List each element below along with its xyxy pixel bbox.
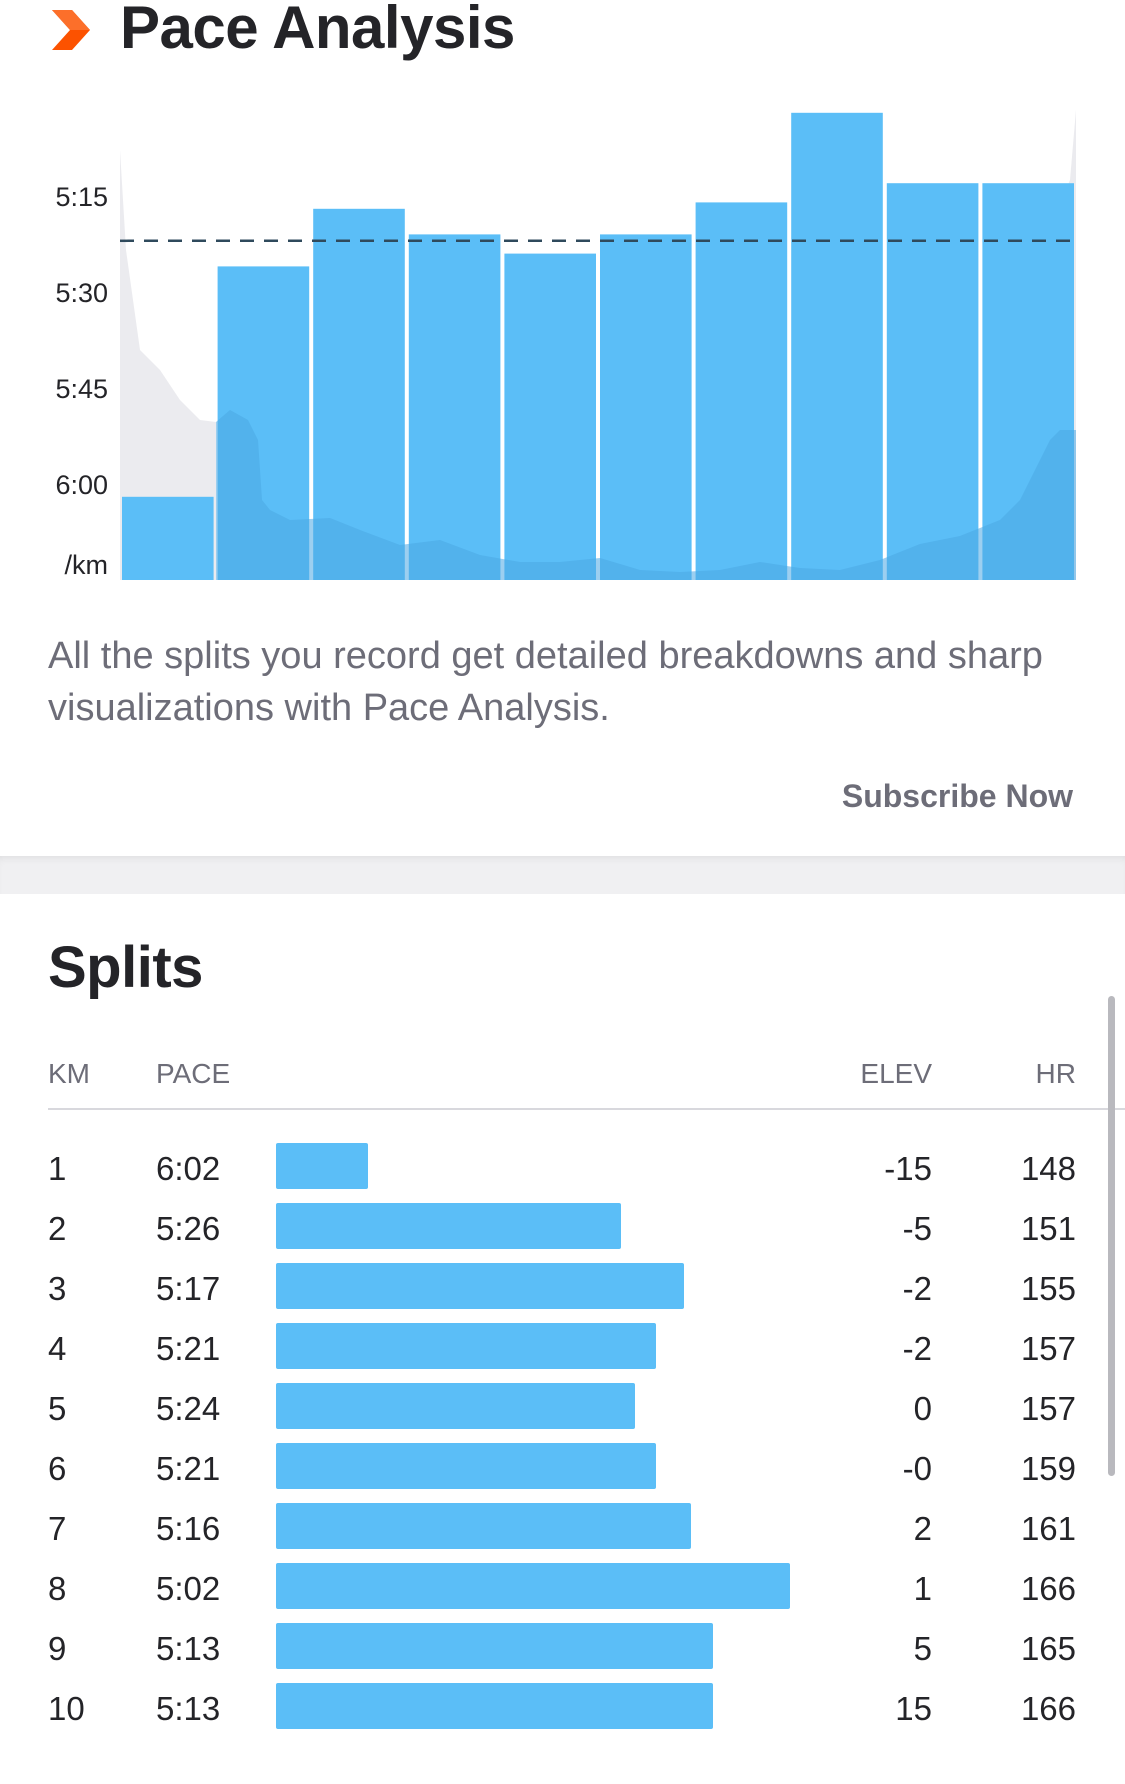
split-pace: 5:02 <box>156 1570 221 1607</box>
y-tick-label: 5:15 <box>55 182 108 212</box>
split-km: 5 <box>48 1390 67 1427</box>
split-km: 9 <box>48 1630 67 1667</box>
y-tick-label: 6:00 <box>55 470 108 500</box>
pace-bar-km-5 <box>504 253 596 580</box>
split-row: 8 5:02 1 166 <box>0 1560 1125 1620</box>
pace-bar-km-1 <box>122 496 214 580</box>
subscribe-now-link[interactable]: Subscribe Now <box>841 778 1073 814</box>
pace-bar-km-6 <box>600 234 692 580</box>
y-tick-label: /km <box>65 550 109 580</box>
split-hr: 165 <box>1020 1630 1076 1667</box>
y-axis-ticks: 5:15 5:30 5:45 6:00/km <box>55 182 108 580</box>
split-row: 7 5:16 2 161 <box>0 1500 1125 1560</box>
split-elev: 0 <box>913 1390 932 1427</box>
split-row: 1 6:02 -15 148 <box>0 1140 1125 1200</box>
column-header-hr: HR <box>1035 1058 1076 1089</box>
split-km: 4 <box>48 1330 67 1367</box>
split-row: 6 5:21 -0 159 <box>0 1440 1125 1500</box>
split-pace-bar <box>276 1143 368 1189</box>
split-pace: 5:21 <box>156 1330 221 1367</box>
split-pace-bar <box>276 1503 691 1549</box>
pace-bar-km-4 <box>408 234 501 580</box>
split-pace-bar <box>276 1383 635 1429</box>
pace-analysis-description: All the splits you record get detailed b… <box>48 635 1043 729</box>
split-elev: -5 <box>902 1210 932 1247</box>
split-elev: 2 <box>913 1510 932 1547</box>
scrollbar[interactable] <box>1108 996 1115 1476</box>
split-elev: -2 <box>902 1270 932 1307</box>
splits-table: 1 6:02 -15 148 2 5:26 -5 151 3 5:17 -2 155 4 5:21-… <box>0 1140 1125 1740</box>
split-row: 9 5:13 5 165 <box>0 1620 1125 1680</box>
split-pace: 5:24 <box>156 1390 221 1427</box>
split-km: 1 <box>48 1150 67 1187</box>
split-pace-bar <box>276 1263 684 1309</box>
split-row: 5 5:24 0 157 <box>0 1380 1125 1440</box>
split-pace: 5:13 <box>156 1630 221 1667</box>
split-row: 10 5:13 15 166 <box>0 1680 1125 1740</box>
pace-bars <box>122 112 1074 581</box>
split-pace: 5:17 <box>156 1270 221 1307</box>
section-separator <box>0 856 1125 894</box>
y-tick-label: 5:30 <box>55 278 108 308</box>
y-tick-label: 5:45 <box>55 374 108 404</box>
split-elev: 5 <box>913 1630 932 1667</box>
split-row: 2 5:26 -5 151 <box>0 1200 1125 1260</box>
split-row: 4 5:21 -2 157 <box>0 1320 1125 1380</box>
pace-analysis-title: Pace Analysis <box>120 0 515 61</box>
split-hr: 157 <box>1020 1390 1076 1427</box>
pace-bar-km-7 <box>695 202 788 580</box>
split-km: 8 <box>48 1570 67 1607</box>
split-hr: 157 <box>1020 1330 1076 1367</box>
column-header-elev: ELEV <box>860 1058 932 1089</box>
pace-analysis-card: Pace Analysis 5:15 5:30 5:45 6:00/km All th… <box>0 0 1125 856</box>
column-header-km: KM <box>48 1058 90 1089</box>
split-hr: 159 <box>1020 1450 1076 1487</box>
split-km: 10 <box>48 1690 85 1727</box>
header-divider <box>48 1108 1125 1110</box>
split-pace-bar <box>276 1443 656 1489</box>
split-pace-bar <box>276 1563 790 1609</box>
split-hr: 148 <box>1020 1150 1076 1187</box>
split-hr: 155 <box>1020 1270 1076 1307</box>
split-pace-bar <box>276 1323 656 1369</box>
splits-card: Splits KM PACE ELEV HR 1 6:02 -15 148 2 5:26… <box>0 894 1125 1784</box>
column-header-pace: PACE <box>156 1058 231 1089</box>
pace-bar-km-8 <box>791 112 883 581</box>
chevron-right-icon <box>52 10 90 50</box>
splits-title: Splits <box>48 935 203 1000</box>
split-km: 6 <box>48 1450 67 1487</box>
split-km: 2 <box>48 1210 67 1247</box>
split-elev: 15 <box>895 1690 932 1727</box>
split-pace-bar <box>276 1203 621 1249</box>
split-pace: 5:16 <box>156 1510 221 1547</box>
elevation-overlay <box>216 410 1076 580</box>
split-elev: 1 <box>913 1570 932 1607</box>
split-hr: 166 <box>1020 1690 1076 1727</box>
split-hr: 151 <box>1020 1210 1076 1247</box>
split-km: 7 <box>48 1510 67 1547</box>
split-hr: 166 <box>1020 1570 1076 1607</box>
split-elev: -15 <box>884 1150 932 1187</box>
elevation-area <box>120 150 216 580</box>
split-km: 3 <box>48 1270 67 1307</box>
split-pace: 5:26 <box>156 1210 221 1247</box>
split-pace: 5:21 <box>156 1450 221 1487</box>
split-pace-bar <box>276 1683 713 1729</box>
pace-chart: 5:15 5:30 5:45 6:00/km <box>55 110 1076 581</box>
split-elev: -2 <box>902 1330 932 1367</box>
split-hr: 161 <box>1020 1510 1076 1547</box>
split-row: 3 5:17 -2 155 <box>0 1260 1125 1320</box>
split-elev: -0 <box>902 1450 932 1487</box>
split-pace: 6:02 <box>156 1150 221 1187</box>
split-pace-bar <box>276 1623 713 1669</box>
split-pace: 5:13 <box>156 1690 221 1727</box>
pace-bar-km-9 <box>886 183 979 580</box>
